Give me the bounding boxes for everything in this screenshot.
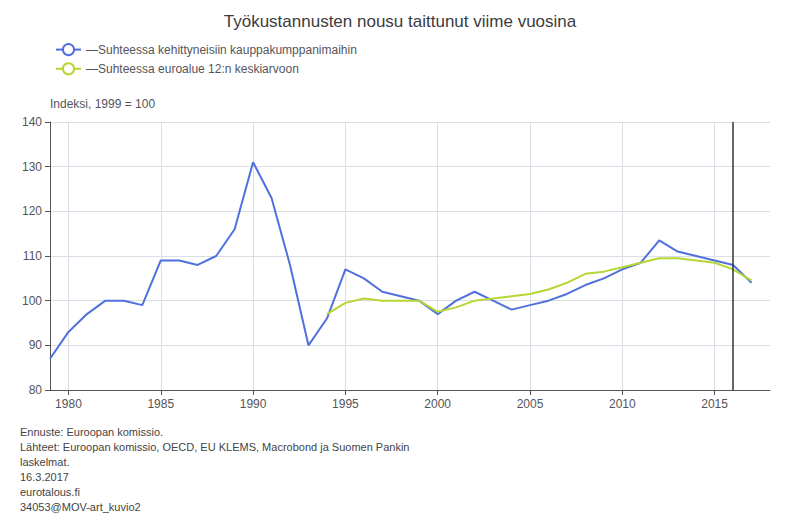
- svg-text:2005: 2005: [517, 397, 544, 411]
- svg-text:Indeksi, 1999 = 100: Indeksi, 1999 = 100: [50, 97, 155, 111]
- svg-text:Lähteet: Euroopan komissio, OE: Lähteet: Euroopan komissio, OECD, EU KLE…: [20, 441, 409, 453]
- svg-text:—Suhteessa kehittyneisiin kaup: —Suhteessa kehittyneisiin kauppakumppani…: [86, 43, 357, 57]
- svg-text:1980: 1980: [55, 397, 82, 411]
- svg-text:2010: 2010: [609, 397, 636, 411]
- svg-text:laskelmat.: laskelmat.: [20, 456, 70, 468]
- svg-text:80: 80: [29, 383, 43, 397]
- svg-text:120: 120: [22, 204, 42, 218]
- svg-text:1990: 1990: [240, 397, 267, 411]
- svg-text:100: 100: [22, 294, 42, 308]
- svg-text:2015: 2015: [701, 397, 728, 411]
- svg-text:Työkustannusten nousu taittunu: Työkustannusten nousu taittunut viime vu…: [224, 12, 577, 31]
- svg-text:eurotalous.fi: eurotalous.fi: [20, 486, 80, 498]
- svg-text:130: 130: [22, 160, 42, 174]
- svg-text:1995: 1995: [332, 397, 359, 411]
- svg-text:Ennuste: Euroopan komissio.: Ennuste: Euroopan komissio.: [20, 426, 163, 438]
- svg-text:16.3.2017: 16.3.2017: [20, 471, 69, 483]
- svg-text:—Suhteessa euroalue 12:n keski: —Suhteessa euroalue 12:n keskiarvoon: [86, 62, 299, 76]
- svg-text:90: 90: [29, 338, 43, 352]
- svg-text:110: 110: [23, 249, 42, 263]
- svg-text:1985: 1985: [147, 397, 174, 411]
- svg-text:34053@MOV-art_kuvio2: 34053@MOV-art_kuvio2: [20, 501, 141, 513]
- svg-text:140: 140: [22, 115, 42, 129]
- svg-text:2000: 2000: [424, 397, 451, 411]
